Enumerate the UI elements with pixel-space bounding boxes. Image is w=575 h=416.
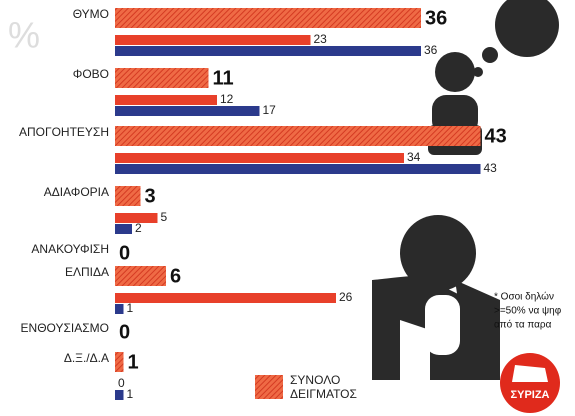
value-label: 3 (145, 185, 156, 207)
value-label: 23 (314, 32, 328, 46)
legend-swatch (255, 375, 283, 399)
value-label: 36 (425, 7, 447, 29)
bar (115, 46, 421, 56)
annotation: * Οσοι δηλών (494, 291, 554, 303)
legend-label: ΣΥΝΟΛΟ ΔΕΙΓΜΑΤΟΣ (290, 373, 370, 401)
category-label: ΦΟΒΟ (73, 67, 109, 81)
value-label: 2 (135, 221, 142, 235)
bar (115, 224, 132, 234)
bar (115, 266, 166, 286)
bar (115, 95, 217, 105)
bar (115, 68, 209, 88)
logo-circle (500, 353, 560, 413)
page: % ΣΥΡΙΖΑ ΘΥΜΟ362336ΦΟΒΟ111217ΑΠΟΓΟΗΤΕΥΣΗ… (0, 0, 575, 416)
value-label: 43 (484, 161, 498, 175)
bar (115, 8, 421, 28)
value-label: 6 (170, 265, 181, 287)
value-label: 0 (119, 321, 130, 343)
category-label: ΑΔΙΑΦΟΡΙΑ (44, 185, 109, 199)
category-label: Δ.Ξ./Δ.Α (64, 351, 109, 365)
value-label: 0 (119, 242, 130, 264)
value-label: 1 (128, 351, 139, 373)
bar (115, 304, 124, 314)
annotation: >=50% να ψηφ (494, 306, 562, 317)
value-label: 34 (407, 150, 421, 164)
annotation: από τα παρα (494, 319, 552, 331)
chart: % ΣΥΡΙΖΑ ΘΥΜΟ362336ΦΟΒΟ111217ΑΠΟΓΟΗΤΕΥΣΗ… (0, 0, 575, 416)
value-label: 26 (339, 290, 353, 304)
value-label: 0 (118, 376, 125, 390)
value-label: 17 (263, 103, 277, 117)
value-label: 43 (485, 125, 507, 147)
bar (115, 293, 336, 303)
category-label: ΑΝΑΚΟΥΦΙΣΗ (31, 242, 109, 256)
value-label: 5 (161, 210, 168, 224)
bar (115, 126, 481, 146)
category-label: ΕΝΘΟΥΣΙΑΣΜΟ (21, 321, 109, 335)
bar (115, 106, 260, 116)
value-label: 12 (220, 92, 234, 106)
bar (115, 35, 311, 45)
bar (115, 186, 141, 206)
category-label: ΘΥΜΟ (73, 7, 109, 21)
value-label: 1 (127, 387, 134, 401)
bar (115, 164, 481, 174)
logo: ΣΥΡΙΖΑ (511, 389, 550, 401)
value-label: 1 (127, 301, 134, 315)
category-label: ΕΛΠΙΔΑ (65, 265, 109, 279)
value-label: 11 (213, 67, 234, 89)
bar (115, 352, 124, 372)
corner-label: % (8, 15, 40, 56)
bar (115, 153, 404, 163)
value-label: 36 (424, 43, 438, 57)
bar (115, 390, 124, 400)
category-label: ΑΠΟΓΟΗΤΕΥΣΗ (19, 125, 109, 139)
